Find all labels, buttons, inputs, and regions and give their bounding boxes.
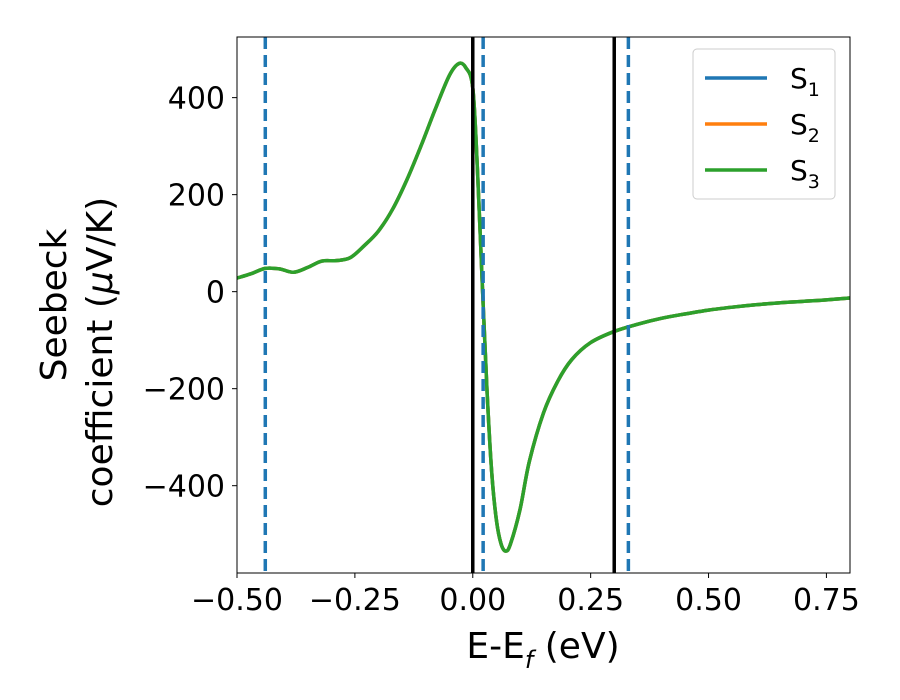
x-tick-label: 0.75 bbox=[793, 583, 860, 618]
x-tick-label: 0.00 bbox=[439, 583, 506, 618]
series-line-s3 bbox=[237, 61, 850, 553]
x-tick-label: −0.25 bbox=[309, 583, 401, 618]
y-tick-label: −200 bbox=[143, 373, 225, 408]
x-axis-label: E-Ef (eV) bbox=[466, 626, 619, 674]
legend-label-s3: S3 bbox=[790, 154, 820, 193]
legend: S1 S2 S3 bbox=[692, 48, 836, 200]
y-tick-label: 400 bbox=[168, 82, 225, 117]
y-axis-label-line1: Seebeck bbox=[34, 228, 75, 381]
y-tick-label: 0 bbox=[206, 276, 225, 311]
legend-label-s2: S2 bbox=[790, 108, 820, 147]
y-axis-label-line2: coefficient (μV/K) bbox=[80, 197, 121, 507]
x-tick-label: −0.50 bbox=[191, 583, 283, 618]
y-tick-label: 200 bbox=[168, 179, 225, 214]
plot-frame bbox=[236, 36, 851, 574]
legend-label-s1: S1 bbox=[790, 62, 820, 101]
x-tick-label: 0.50 bbox=[675, 583, 742, 618]
x-tick-label: 0.25 bbox=[557, 583, 624, 618]
y-tick-label: −400 bbox=[143, 470, 225, 505]
